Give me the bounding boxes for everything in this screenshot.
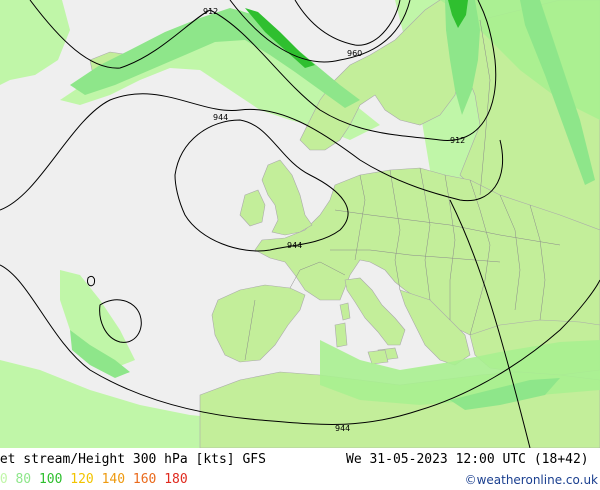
map-footer: Jet stream/Height 300 hPa [kts] GFS We 3…	[0, 448, 600, 490]
map-datetime: We 31-05-2023 12:00 UTC (18+42)	[346, 452, 589, 467]
contour-label-960: 960	[347, 49, 362, 58]
footer-title-row: Jet stream/Height 300 hPa [kts] GFS We 3…	[0, 450, 600, 470]
height-contours	[0, 0, 600, 449]
legend-item-80: 80	[15, 472, 39, 487]
map-svg: 912 960 944 912 944 944	[0, 0, 600, 449]
legend-item-60: 60	[0, 472, 8, 487]
contour-label-944-west: 944	[213, 113, 228, 122]
legend-item-120: 120	[70, 472, 102, 487]
contour-label-912-north: 912	[203, 7, 218, 16]
country-borders	[244, 19, 561, 361]
contour-label-944-center: 944	[287, 241, 302, 250]
contour-labels: 912 960 944 912 944 944	[203, 7, 465, 433]
legend-item-180: 180	[164, 472, 188, 487]
weather-map: 912 960 944 912 944 944	[0, 0, 600, 449]
contour-label-912-east: 912	[450, 136, 465, 145]
legend-item-140: 140	[101, 472, 133, 487]
jet-100-fields	[245, 0, 468, 68]
footer-legend-row: 60 80 100 120 140 160 180 ©weatheronline…	[0, 470, 600, 490]
map-title: Jet stream/Height 300 hPa [kts] GFS	[0, 452, 266, 467]
legend-item-160: 160	[132, 472, 165, 487]
credit-link[interactable]: ©weatheronline.co.uk	[464, 473, 598, 487]
contour-label-944-south: 944	[335, 424, 350, 433]
wind-speed-legend: 60 80 100 120 140 160 180	[0, 470, 188, 490]
legend-item-100: 100	[38, 472, 71, 487]
